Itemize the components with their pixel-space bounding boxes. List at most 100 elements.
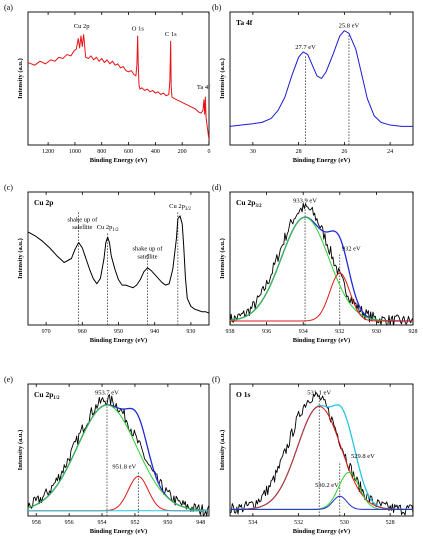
panel-e: (e) 958 956 954 952 950 948 Binding Energy (eV)… — [4, 375, 210, 535]
series-line-component-3 — [230, 272, 413, 322]
x-tick-label: 24 — [387, 149, 393, 155]
panel-label: (e) — [4, 375, 13, 384]
x-tick-label: 956 — [65, 520, 74, 526]
y-axis-label: Intensity (a.u.) — [17, 58, 24, 99]
series-line-raw-0 — [230, 202, 413, 325]
x-tick-label: 928 — [409, 329, 418, 335]
x-tick-label: 528 — [386, 520, 395, 526]
peak-annotation: 951.8 eV — [112, 463, 136, 470]
plot-frame — [27, 383, 210, 517]
y-axis-label: Intensity (a.u.) — [17, 430, 24, 471]
plot-frame — [229, 191, 414, 326]
peak-annotation: 530.2 eV — [315, 482, 339, 489]
inset-title: O 1s — [236, 390, 250, 399]
peak-annotation: Ta 4f — [197, 84, 211, 91]
series-line-data-0 — [230, 30, 413, 127]
x-tick-label: 800 — [97, 149, 106, 155]
peak-annotation: C 1s — [165, 31, 177, 38]
y-axis-label: Intensity (a.u.) — [17, 238, 24, 279]
peak-annotation: shake up of — [132, 246, 163, 253]
x-axis-label: Binding Energy (eV) — [90, 528, 147, 535]
series-line-component-2 — [230, 216, 413, 322]
series-line-data-0 — [28, 215, 209, 314]
x-tick-label: 0 — [208, 149, 211, 155]
x-tick-label: 30 — [250, 149, 256, 155]
peak-annotation: 25.8 eV — [339, 23, 360, 30]
x-tick-label: 26 — [341, 149, 347, 155]
series-line-component-2 — [28, 404, 209, 511]
x-tick-label: 958 — [32, 520, 41, 526]
peak-annotation: 27.7 eV — [295, 44, 316, 51]
plot-frame — [229, 11, 414, 146]
series-line-envelope-1 — [230, 216, 413, 322]
x-tick-label: 530 — [340, 520, 349, 526]
panel-f: (f) 534 532 530 528 Binding Energy (eV) Intens… — [212, 375, 414, 535]
series-line-component-2 — [230, 405, 413, 510]
x-tick-label: 28 — [296, 149, 302, 155]
x-tick-label: 954 — [98, 520, 107, 526]
peak-annotation: satellite — [72, 224, 92, 231]
peak-annotation: 531.1 eV — [307, 390, 331, 397]
panel-b: (b) 30 28 26 24 Binding Energy (eV) Intensity … — [212, 3, 414, 164]
x-tick-label: 930 — [186, 329, 195, 335]
y-axis-label: Intensity (a.u.) — [219, 238, 226, 279]
x-axis-label: Binding Energy (eV) — [293, 337, 350, 344]
x-tick-label: 948 — [196, 520, 205, 526]
peak-annotation: Cu 2p3/2 — [169, 203, 191, 212]
x-tick-label: 534 — [248, 520, 257, 526]
series-line-raw-0 — [230, 391, 413, 516]
plot-frame — [229, 383, 414, 517]
x-tick-label: 1000 — [69, 149, 81, 155]
x-axis-label: Binding Energy (eV) — [90, 157, 147, 164]
y-axis-label: Intensity (a.u.) — [219, 58, 226, 99]
panel-label: (c) — [4, 183, 13, 192]
peak-annotation: Cu 2p — [74, 23, 90, 30]
x-tick-label: 400 — [151, 149, 160, 155]
inset-title: Cu 2p — [34, 198, 53, 207]
series-line-data-0 — [28, 34, 209, 140]
x-tick-label: 952 — [130, 520, 139, 526]
x-axis-label: Binding Energy (eV) — [293, 528, 350, 535]
x-tick-label: 950 — [163, 520, 172, 526]
panel-a: (a) 1200 1000 800 600 400 200 0 Binding Energy (… — [4, 3, 211, 164]
series-line-envelope-1 — [230, 404, 413, 511]
series-line-component-4 — [230, 495, 413, 510]
peak-annotation: 933.9 eV — [293, 198, 317, 205]
plot-frame — [27, 191, 210, 326]
panel-label: (b) — [212, 3, 222, 12]
x-tick-label: 532 — [294, 520, 303, 526]
x-tick-label: 1200 — [42, 149, 54, 155]
series-line-envelope-1 — [28, 404, 209, 512]
inset-title: Cu 2p3/2 — [236, 198, 262, 209]
peak-annotation: 932 eV — [342, 246, 361, 253]
panel-label: (a) — [4, 3, 13, 12]
x-tick-label: 970 — [42, 329, 51, 335]
x-tick-label: 930 — [372, 329, 381, 335]
peak-annotation: Cu 2p1/2 — [97, 224, 119, 233]
x-tick-label: 932 — [335, 329, 344, 335]
x-tick-label: 936 — [262, 329, 271, 335]
x-tick-label: 934 — [299, 329, 308, 335]
inset-title: Ta 4f — [236, 18, 253, 27]
inset-title: Cu 2p1/2 — [34, 390, 60, 401]
panel-label: (d) — [212, 183, 222, 192]
peak-annotation: satellite — [137, 254, 157, 261]
plot-frame — [27, 11, 210, 146]
x-tick-label: 960 — [78, 329, 87, 335]
x-tick-label: 940 — [150, 329, 159, 335]
x-axis-label: Binding Energy (eV) — [90, 337, 147, 344]
peak-annotation: shake up of — [67, 216, 98, 223]
panel-label: (f) — [212, 375, 220, 384]
peak-annotation: O 1s — [132, 26, 145, 33]
y-axis-label: Intensity (a.u.) — [219, 430, 226, 471]
x-tick-label: 200 — [178, 149, 187, 155]
x-tick-label: 950 — [114, 329, 123, 335]
peak-annotation: 953.7 eV — [95, 390, 119, 397]
peak-annotation: 529.8 eV — [351, 453, 375, 460]
x-tick-label: 938 — [226, 329, 235, 335]
x-tick-label: 600 — [124, 149, 133, 155]
panel-c: (c) 970 960 950 940 930 Binding Energy (eV) Int… — [4, 183, 210, 344]
x-axis-label: Binding Energy (eV) — [293, 157, 350, 164]
panel-d: (d) 938 936 934 932 930 928 Binding Energy (eV)… — [212, 183, 418, 344]
